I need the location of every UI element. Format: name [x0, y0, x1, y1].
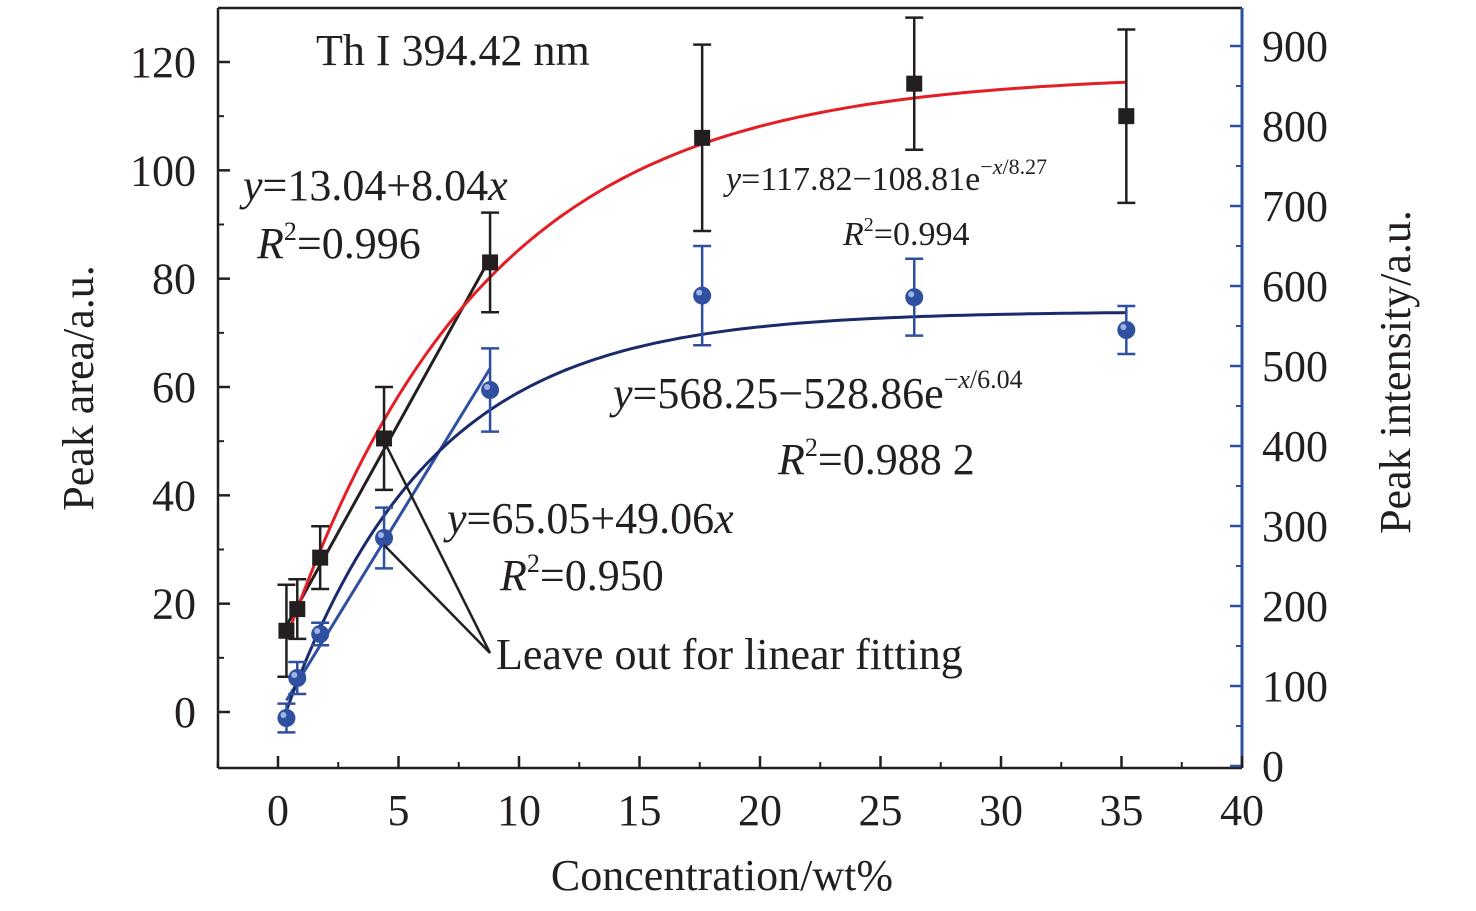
- data-point-highlight: [314, 628, 321, 634]
- right-tick-label: 100: [1262, 662, 1328, 711]
- left-tick-label: 40: [152, 471, 196, 520]
- y-axis-label-right: Peak intensity/a.u.: [1371, 210, 1420, 534]
- annotation-area-exp-eq: y=117.82−108.81e−x/8.27: [723, 154, 1047, 198]
- y-axis-label-left: Peak area/a.u.: [54, 265, 103, 511]
- annotation-area-exp-r2: R2=0.994: [842, 214, 969, 253]
- right-tick-label: 0: [1262, 742, 1284, 791]
- chart-title: Th I 394.42 nm: [316, 26, 590, 75]
- right-tick-label: 500: [1262, 342, 1328, 391]
- left-tick-label: 20: [152, 580, 196, 629]
- fit-line-intensity-exp: [284, 311, 1127, 712]
- annotation-leave-out: Leave out for linear fitting: [496, 630, 963, 679]
- data-point-intensity: [375, 529, 394, 547]
- x-tick-label: 5: [388, 786, 410, 835]
- callout-arrow-1: [382, 440, 492, 654]
- data-markers: [277, 75, 1136, 727]
- right-tick-label: 200: [1262, 582, 1328, 631]
- x-tick-label: 10: [497, 786, 541, 835]
- data-point-intensity: [693, 286, 712, 305]
- data-point-area: [278, 622, 295, 639]
- x-axis-ticks: 0 5 10 15 20 25 30 35 40: [216, 756, 1264, 835]
- data-point-area: [906, 75, 923, 92]
- x-tick-label: 40: [1220, 786, 1264, 835]
- right-tick-label: 900: [1262, 22, 1328, 71]
- annotation-area-linear-eq: y=13.04+8.04x: [239, 161, 508, 210]
- right-tick-label: 600: [1262, 262, 1328, 311]
- x-tick-label: 20: [738, 786, 782, 835]
- x-tick-label: 25: [859, 786, 903, 835]
- data-point-area: [482, 254, 499, 271]
- annotation-intensity-exp-r2: R2=0.988 2: [777, 433, 975, 484]
- data-point-intensity: [1117, 321, 1136, 339]
- right-tick-label: 300: [1262, 502, 1328, 551]
- data-point-highlight: [484, 384, 491, 390]
- data-point-area: [312, 549, 329, 566]
- left-tick-label: 0: [174, 688, 196, 737]
- annotation-intensity-exp-eq: y=568.25−528.86e−x/6.04: [609, 365, 1023, 418]
- left-tick-label: 100: [130, 146, 196, 195]
- x-tick-label: 35: [1100, 786, 1144, 835]
- data-point-intensity: [311, 625, 330, 643]
- data-point-area: [1118, 108, 1135, 125]
- annotation-intensity-linear-r2: R2=0.950: [499, 549, 664, 600]
- data-point-intensity: [288, 669, 307, 687]
- left-tick-label: 120: [130, 38, 196, 87]
- data-point-highlight: [280, 712, 287, 718]
- data-point-intensity: [905, 288, 924, 307]
- x-tick-label: 30: [979, 786, 1023, 835]
- right-tick-label: 400: [1262, 422, 1328, 471]
- annotation-area-linear-r2: R2=0.996: [256, 217, 421, 268]
- left-tick-label: 80: [152, 255, 196, 304]
- left-axis-ticks: 0 20 40 60 80 100 120: [130, 38, 230, 737]
- x-tick-label: 0: [267, 786, 289, 835]
- left-tick-label: 60: [152, 363, 196, 412]
- x-tick-label: 15: [618, 786, 662, 835]
- data-point-highlight: [908, 291, 915, 298]
- data-point-highlight: [696, 289, 703, 296]
- data-point-highlight: [378, 532, 385, 538]
- right-tick-label: 800: [1262, 102, 1328, 151]
- data-point-intensity: [481, 381, 500, 399]
- data-point-area: [694, 129, 711, 146]
- right-tick-label: 700: [1262, 182, 1328, 231]
- data-point-intensity: [277, 709, 296, 727]
- data-point-area: [376, 430, 393, 447]
- data-point-highlight: [1120, 324, 1127, 330]
- annotation-intensity-linear-eq: y=65.05+49.06x: [443, 494, 734, 543]
- x-axis-label: Concentration/wt%: [551, 851, 893, 900]
- data-point-highlight: [291, 672, 298, 678]
- data-point-area: [289, 601, 306, 618]
- callout-arrow-2: [383, 544, 491, 654]
- right-axis-ticks: 0 100 200 300 400 500 600 700 800 900: [1230, 22, 1328, 791]
